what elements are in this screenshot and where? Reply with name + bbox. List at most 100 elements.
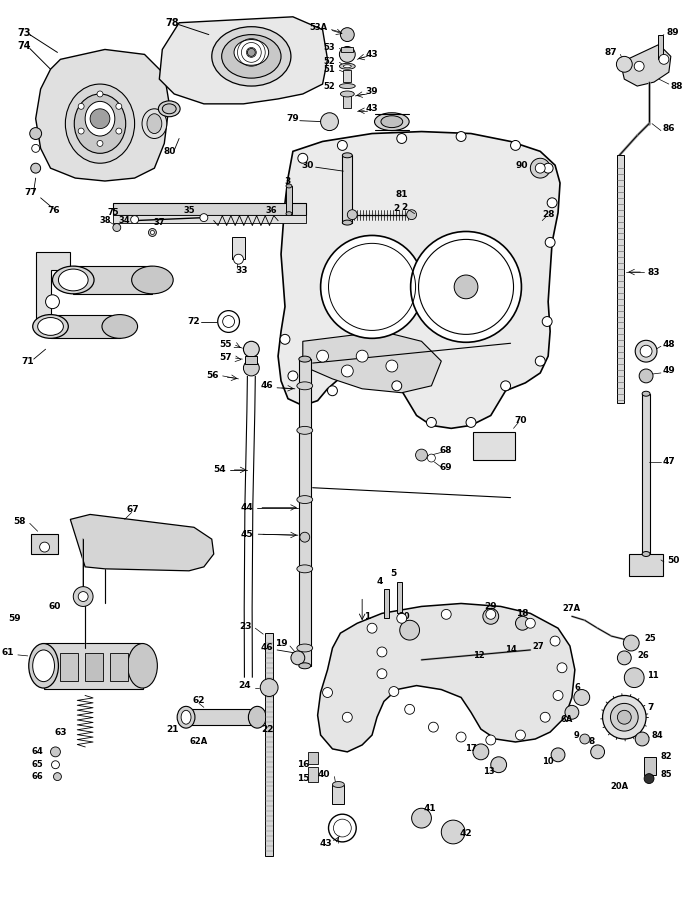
Circle shape (405, 704, 415, 714)
Text: 60: 60 (48, 602, 60, 611)
Ellipse shape (131, 266, 173, 294)
Ellipse shape (37, 318, 64, 335)
Ellipse shape (248, 706, 266, 728)
Circle shape (90, 109, 110, 128)
Polygon shape (36, 252, 71, 321)
Circle shape (116, 128, 122, 134)
Text: 33: 33 (235, 266, 248, 274)
Text: 46: 46 (260, 643, 273, 653)
Circle shape (339, 46, 355, 63)
Text: 22: 22 (262, 725, 274, 734)
Circle shape (644, 773, 654, 784)
Text: 30: 30 (302, 161, 314, 170)
Text: 57: 57 (219, 353, 232, 362)
Text: 25: 25 (644, 633, 656, 642)
Circle shape (113, 223, 121, 232)
Text: 16: 16 (297, 761, 309, 769)
Circle shape (603, 695, 646, 739)
Circle shape (659, 54, 669, 65)
Text: 71: 71 (21, 356, 34, 366)
Text: 83: 83 (647, 268, 659, 277)
Text: 81: 81 (396, 190, 408, 199)
Circle shape (78, 103, 84, 109)
Text: 8: 8 (589, 737, 595, 747)
Text: 48: 48 (663, 340, 675, 349)
Text: 13: 13 (483, 767, 495, 776)
Text: 67: 67 (127, 505, 139, 514)
Circle shape (473, 744, 489, 760)
Text: 53: 53 (324, 43, 336, 52)
Text: 6: 6 (575, 683, 581, 692)
Ellipse shape (642, 391, 650, 396)
Circle shape (525, 618, 536, 629)
Bar (343, 94, 352, 108)
Polygon shape (159, 17, 327, 104)
Text: 34: 34 (119, 216, 131, 225)
Ellipse shape (297, 426, 313, 435)
Circle shape (320, 113, 338, 130)
Text: 80: 80 (163, 147, 176, 156)
Ellipse shape (286, 211, 292, 216)
Text: 7: 7 (648, 702, 654, 712)
Circle shape (300, 533, 310, 542)
Ellipse shape (221, 34, 281, 78)
Text: 47: 47 (663, 458, 675, 466)
Text: 86: 86 (663, 124, 675, 133)
Text: 23: 23 (239, 622, 251, 630)
Circle shape (322, 688, 332, 698)
Text: 79: 79 (286, 114, 299, 123)
Circle shape (97, 140, 103, 147)
Bar (473, 432, 515, 460)
Circle shape (536, 163, 545, 174)
Text: 89: 89 (667, 28, 680, 37)
Circle shape (377, 647, 387, 657)
Polygon shape (318, 604, 575, 752)
Circle shape (341, 365, 353, 377)
Text: 14: 14 (504, 645, 516, 654)
Text: 50: 50 (667, 557, 680, 566)
Text: 59: 59 (8, 614, 21, 623)
Polygon shape (278, 132, 560, 428)
Bar (73, 266, 152, 294)
Circle shape (30, 163, 41, 174)
Circle shape (397, 134, 407, 143)
Bar (299, 359, 311, 665)
Ellipse shape (381, 115, 403, 127)
Text: 64: 64 (32, 748, 44, 756)
Text: 9: 9 (574, 730, 580, 739)
Circle shape (491, 757, 507, 773)
Text: 2: 2 (401, 203, 408, 212)
Circle shape (343, 713, 352, 722)
Text: 78: 78 (165, 18, 179, 28)
Text: 27: 27 (532, 641, 544, 651)
Text: 28: 28 (542, 210, 554, 219)
Circle shape (46, 294, 60, 308)
Text: 46: 46 (260, 381, 273, 390)
Circle shape (617, 56, 632, 72)
Bar (246, 356, 257, 364)
Text: 62A: 62A (190, 737, 208, 747)
Circle shape (244, 360, 260, 376)
Text: 37: 37 (154, 218, 165, 227)
Circle shape (639, 369, 653, 383)
Bar (644, 757, 656, 774)
Text: 43: 43 (366, 104, 379, 114)
Circle shape (428, 454, 435, 462)
Text: 55: 55 (219, 340, 232, 349)
Circle shape (320, 235, 424, 339)
Circle shape (340, 28, 354, 42)
Polygon shape (621, 44, 671, 86)
Circle shape (73, 587, 93, 606)
Circle shape (298, 153, 308, 163)
Text: 49: 49 (663, 366, 675, 376)
Ellipse shape (343, 220, 352, 225)
Circle shape (327, 386, 338, 396)
Bar (343, 70, 352, 82)
Circle shape (551, 748, 565, 761)
Circle shape (574, 689, 590, 705)
Circle shape (623, 635, 639, 651)
Ellipse shape (29, 643, 58, 688)
Circle shape (97, 91, 103, 97)
Ellipse shape (102, 315, 138, 339)
Ellipse shape (234, 40, 268, 66)
